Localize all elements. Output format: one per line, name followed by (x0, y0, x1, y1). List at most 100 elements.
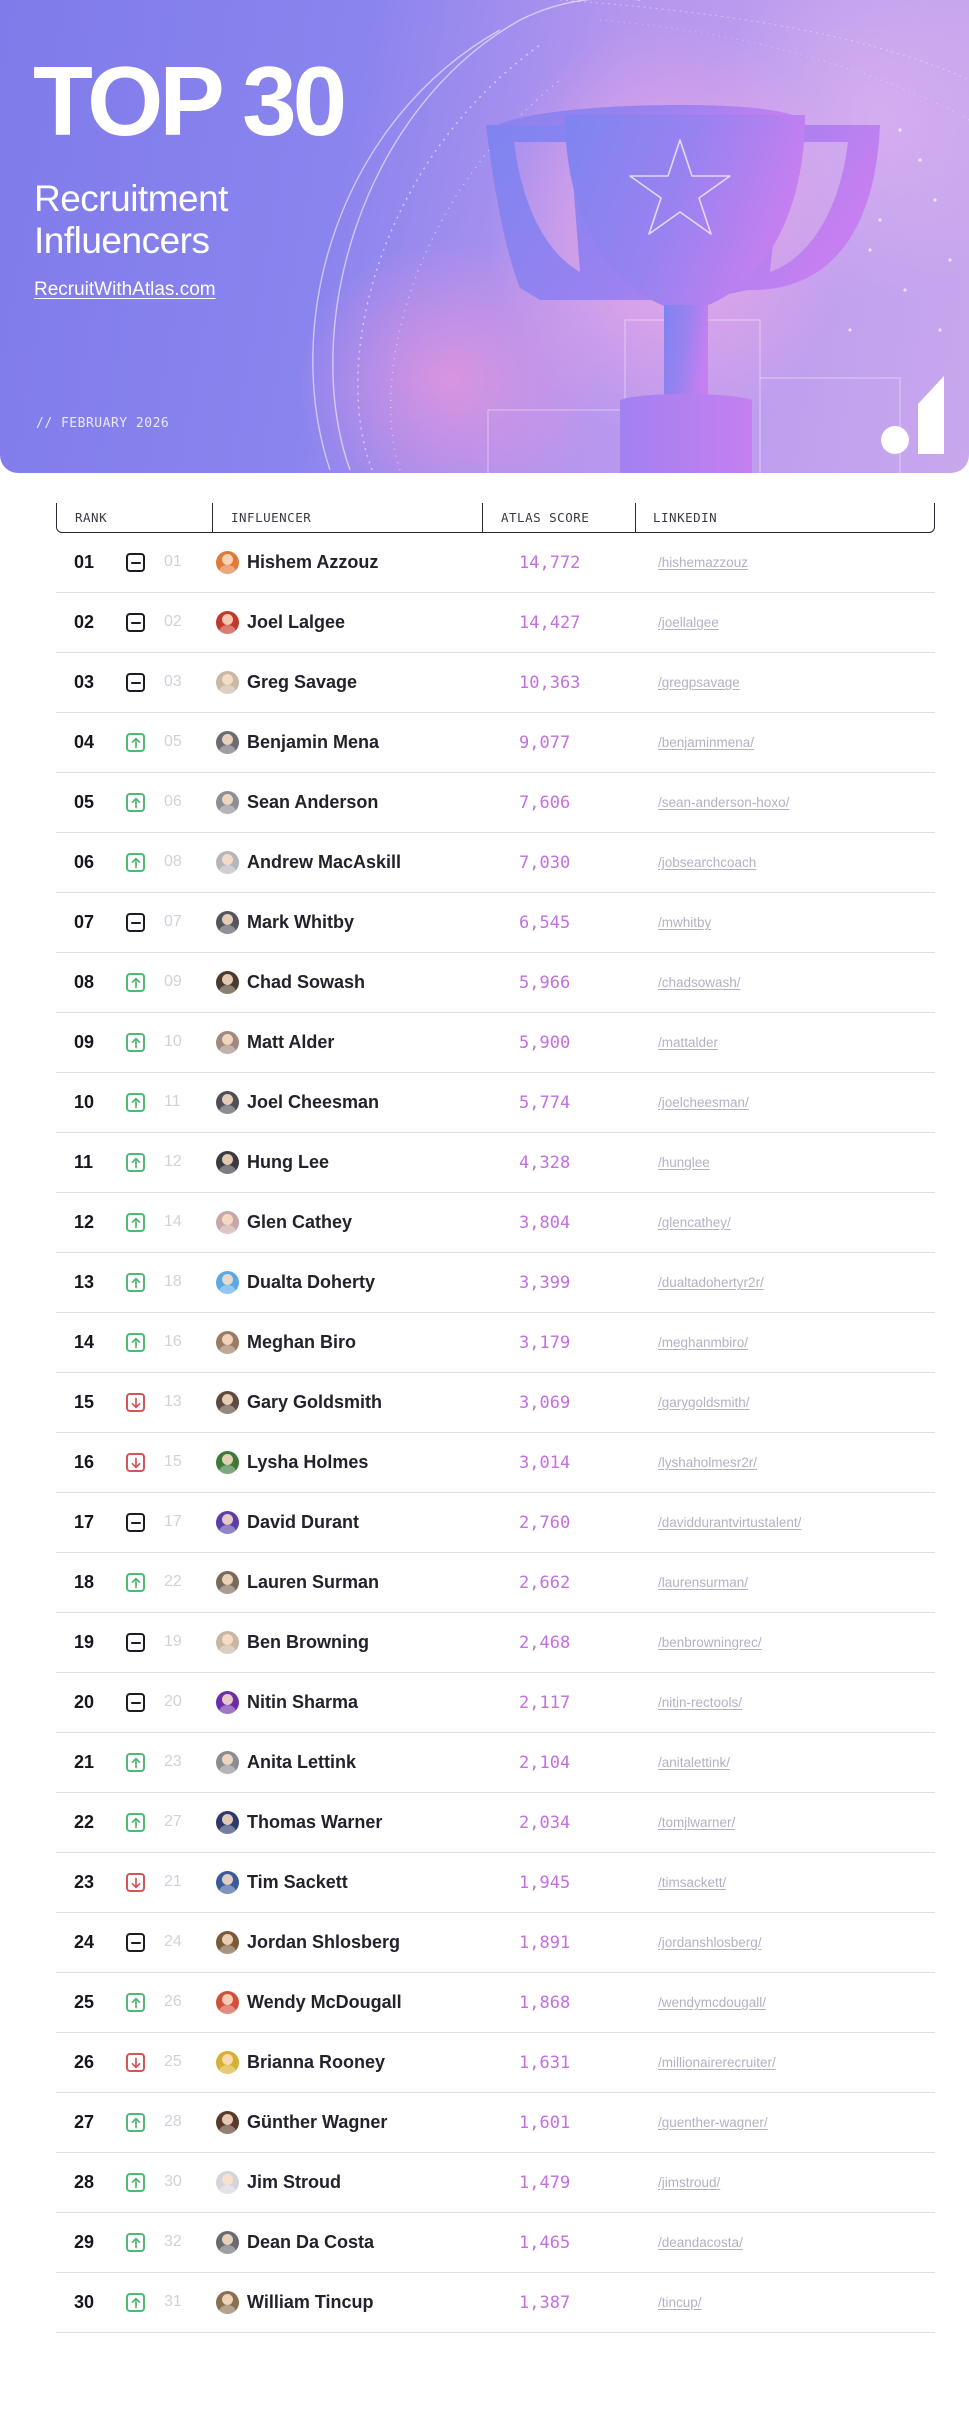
atlas-score: 2,760 (519, 1513, 571, 1533)
linkedin-link[interactable]: /chadsowash/ (658, 975, 741, 990)
linkedin-link[interactable]: /nitin-rectools/ (658, 1695, 743, 1710)
linkedin-link[interactable]: /mattalder (658, 1035, 719, 1050)
influencer-name: Lysha Holmes (247, 1452, 369, 1472)
column-score: ATLAS SCORE (501, 510, 590, 525)
atlas-score: 1,465 (519, 2233, 571, 2253)
linkedin-link[interactable]: /wendymcdougall/ (658, 1995, 767, 2010)
avatar (216, 731, 239, 754)
atlas-score: 5,900 (519, 1033, 571, 1053)
table-row: 16 15 Lysha Holmes 3,014/lyshaholmesr2r/ (56, 1433, 935, 1493)
trend-same-icon (126, 1933, 145, 1952)
trend-up-icon (126, 733, 145, 752)
table-row: 21 23 Anita Lettink 2,104/anitalettink/ (56, 1733, 935, 1793)
trend-same-icon (126, 553, 145, 572)
linkedin-link[interactable]: /millionairerecruiter/ (658, 2055, 776, 2070)
avatar (216, 1091, 239, 1114)
previous-rank: 21 (164, 1873, 182, 1890)
previous-rank: 19 (164, 1633, 182, 1650)
avatar (216, 1211, 239, 1234)
website-link[interactable]: RecruitWithAtlas.com (34, 279, 216, 300)
rank-number: 14 (74, 1332, 95, 1352)
influencer-name: Greg Savage (247, 672, 358, 692)
linkedin-link[interactable]: /joelcheesman/ (658, 1095, 749, 1110)
linkedin-link[interactable]: /gregpsavage (658, 675, 740, 690)
trend-up-icon (126, 1813, 145, 1832)
influencer-name: Andrew MacAskill (247, 852, 402, 872)
ranking-table: RANK INFLUENCER ATLAS SCORE LINKEDIN 01 0… (56, 503, 935, 2333)
rank-number: 02 (74, 612, 95, 632)
previous-rank: 27 (164, 1813, 182, 1830)
trend-up-icon (126, 1273, 145, 1292)
linkedin-link[interactable]: /hishemazzouz (658, 555, 749, 570)
linkedin-link[interactable]: /anitalettink/ (658, 1755, 731, 1770)
influencer-name: Dean Da Costa (247, 2232, 375, 2252)
previous-rank: 07 (164, 913, 182, 930)
linkedin-link[interactable]: /meghanmbiro/ (658, 1335, 749, 1350)
linkedin-link[interactable]: /jobsearchcoach (658, 855, 757, 870)
avatar (216, 791, 239, 814)
linkedin-link[interactable]: /timsackett/ (658, 1875, 727, 1890)
atlas-score: 9,077 (519, 733, 571, 753)
trend-same-icon (126, 1693, 145, 1712)
linkedin-link[interactable]: /deandacosta/ (658, 2235, 743, 2250)
linkedin-link[interactable]: /tomjlwarner/ (658, 1815, 736, 1830)
linkedin-link[interactable]: /garygoldsmith/ (658, 1395, 750, 1410)
linkedin-link[interactable]: /tincup/ (658, 2295, 702, 2310)
avatar (216, 1271, 239, 1294)
linkedin-link[interactable]: /guenther-wagner/ (658, 2115, 768, 2130)
avatar (216, 1751, 239, 1774)
hero-banner: TOP 30 Recruitment Influencers RecruitWi… (0, 0, 969, 473)
linkedin-link[interactable]: /daviddurantvirtustalent/ (658, 1515, 802, 1530)
influencer-name: Benjamin Mena (247, 732, 380, 752)
trend-down-icon (126, 1453, 145, 1472)
avatar (216, 1451, 239, 1474)
influencer-name: Thomas Warner (247, 1812, 383, 1832)
table-row: 01 01 Hishem Azzouz 14,772/hishemazzouz (56, 533, 935, 593)
linkedin-link[interactable]: /mwhitby (658, 915, 712, 930)
linkedin-link[interactable]: /laurensurman/ (658, 1575, 749, 1590)
linkedin-link[interactable]: /hunglee (658, 1155, 710, 1170)
rank-number: 12 (74, 1212, 95, 1232)
table-row: 20 20 Nitin Sharma 2,117/nitin-rectools/ (56, 1673, 935, 1733)
table-row: 04 05 Benjamin Mena 9,077/benjaminmena/ (56, 713, 935, 773)
table-row: 07 07 Mark Whitby 6,545/mwhitby (56, 893, 935, 953)
linkedin-link[interactable]: /dualtadohertyr2r/ (658, 1275, 764, 1290)
previous-rank: 09 (164, 973, 182, 990)
previous-rank: 31 (164, 2293, 182, 2310)
influencer-name: Mark Whitby (247, 912, 355, 932)
hero-decoration (312, 0, 969, 473)
atlas-score: 1,868 (519, 1993, 571, 2013)
influencer-name: Lauren Surman (247, 1572, 380, 1592)
avatar (216, 1571, 239, 1594)
rank-number: 16 (74, 1452, 95, 1472)
previous-rank: 05 (164, 733, 182, 750)
influencer-name: Hung Lee (247, 1152, 330, 1172)
trend-up-icon (126, 2113, 145, 2132)
previous-rank: 18 (164, 1273, 182, 1290)
trend-same-icon (126, 673, 145, 692)
linkedin-link[interactable]: /sean-anderson-hoxo/ (658, 795, 790, 810)
rank-number: 15 (74, 1392, 95, 1412)
avatar (216, 2111, 239, 2134)
rank-number: 19 (74, 1632, 95, 1652)
atlas-score: 6,545 (519, 913, 571, 933)
atlas-score: 5,966 (519, 973, 571, 993)
influencer-name: Joel Lalgee (247, 612, 346, 632)
linkedin-link[interactable]: /joellalgee (658, 615, 719, 630)
linkedin-link[interactable]: /lyshaholmesr2r/ (658, 1455, 758, 1470)
influencer-name: Wendy McDougall (247, 1992, 402, 2012)
rank-number: 18 (74, 1572, 95, 1592)
previous-rank: 23 (164, 1753, 182, 1770)
linkedin-link[interactable]: /benjaminmena/ (658, 735, 755, 750)
table-row: 05 06 Sean Anderson 7,606/sean-anderson-hox… (56, 773, 935, 833)
table-row: 25 26 Wendy McDougall 1,868/wendymcdougall/ (56, 1973, 935, 2033)
avatar (216, 2291, 239, 2314)
linkedin-link[interactable]: /glencathey/ (658, 1215, 731, 1230)
trend-up-icon (126, 1033, 145, 1052)
linkedin-link[interactable]: /benbrowningrec/ (658, 1635, 762, 1650)
linkedin-link[interactable]: /jordanshlosberg/ (658, 1935, 762, 1950)
rank-number: 24 (74, 1932, 95, 1952)
influencer-name: David Durant (247, 1512, 360, 1532)
table-row: 27 28 Günther Wagner 1,601/guenther-wagner/ (56, 2093, 935, 2153)
linkedin-link[interactable]: /jimstroud/ (658, 2175, 721, 2190)
